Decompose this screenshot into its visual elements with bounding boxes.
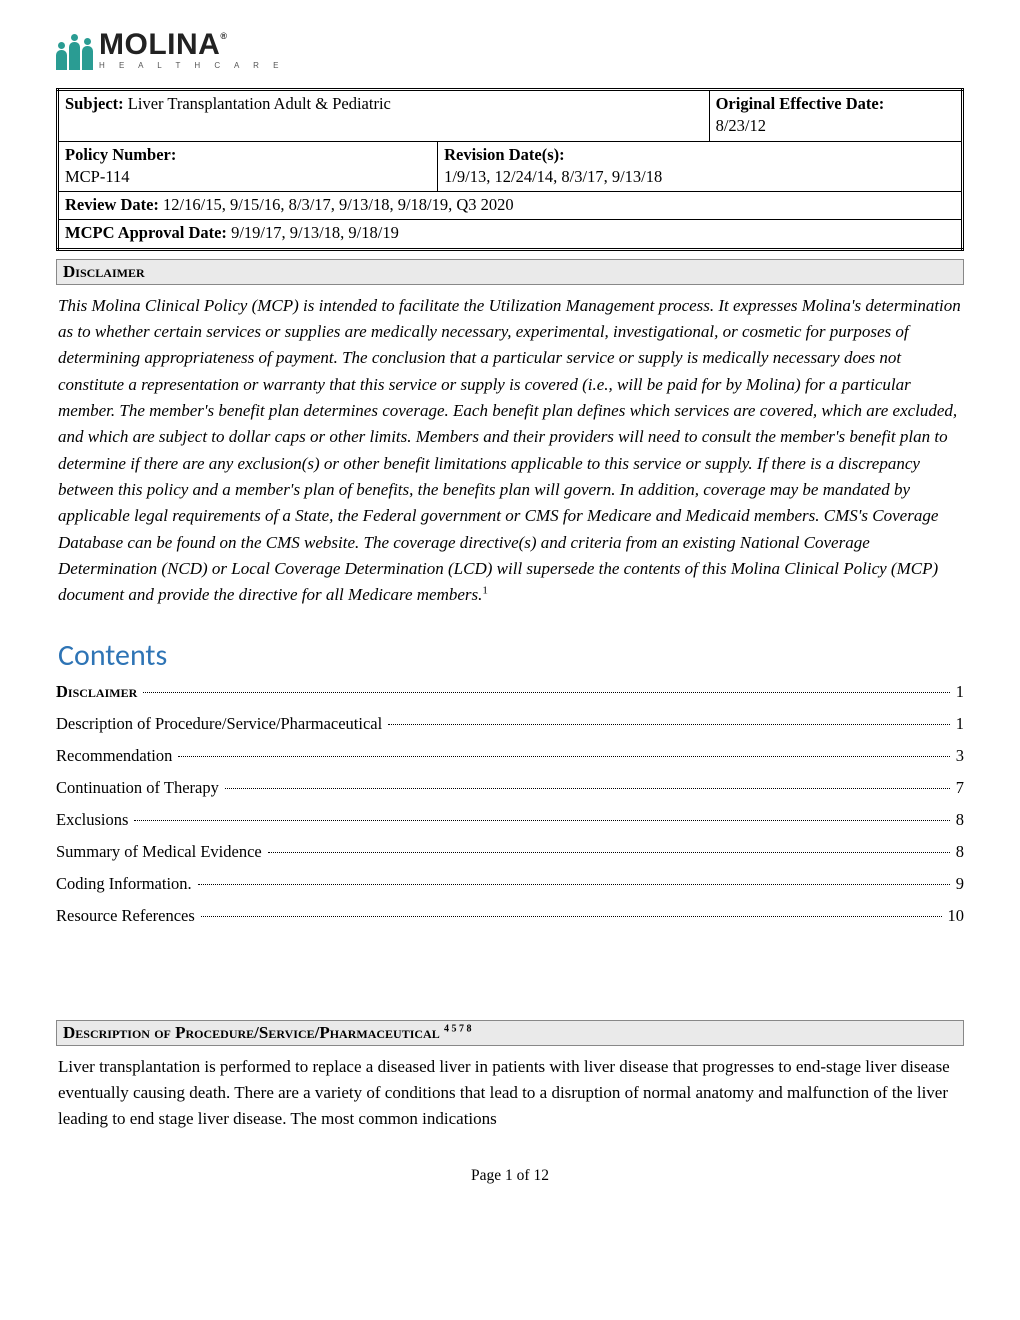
mcpc-label: MCPC Approval Date:: [65, 223, 227, 242]
toc-leader-dots: [178, 756, 949, 757]
toc-label: Recommendation: [56, 746, 172, 766]
description-paragraph: Liver transplantation is performed to re…: [58, 1054, 962, 1133]
toc-label: Resource References: [56, 906, 195, 926]
toc-leader-dots: [225, 788, 950, 789]
review-label: Review Date:: [65, 195, 159, 214]
section-bar-disclaimer: Disclaimer: [56, 259, 964, 285]
toc-label: Coding Information.: [56, 874, 192, 894]
toc-row[interactable]: Summary of Medical Evidence 8: [56, 842, 964, 862]
toc-row[interactable]: Disclaimer 1: [56, 682, 964, 702]
toc-page-number: 9: [956, 874, 964, 894]
toc-row[interactable]: Coding Information. 9: [56, 874, 964, 894]
toc-row[interactable]: Exclusions 8: [56, 810, 964, 830]
disclaimer-sup: 1: [482, 585, 488, 597]
description-title: Description of Procedure/Service/Pharmac…: [63, 1023, 444, 1042]
rev-date-value: 1/9/13, 12/24/14, 8/3/17, 9/13/18: [444, 167, 662, 186]
mcpc-value: 9/19/17, 9/13/18, 9/18/19: [227, 223, 399, 242]
toc-page-number: 7: [956, 778, 964, 798]
logo-wordmark: MOLINA: [99, 28, 220, 61]
molina-logo: MOLINA® H E A L T H C A R E: [56, 20, 964, 70]
disclaimer-title: Disclaimer: [63, 262, 145, 281]
logo-person-2: [69, 42, 80, 70]
toc-leader-dots: [388, 724, 950, 725]
toc-row[interactable]: Description of Procedure/Service/Pharmac…: [56, 714, 964, 734]
toc-label: Continuation of Therapy: [56, 778, 219, 798]
orig-eff-label: Original Effective Date:: [716, 94, 885, 113]
toc-page-number: 8: [956, 810, 964, 830]
spacer: [56, 938, 964, 1014]
toc-page-number: 1: [956, 714, 964, 734]
toc-row[interactable]: Continuation of Therapy 7: [56, 778, 964, 798]
toc-leader-dots: [198, 884, 950, 885]
toc-label: Summary of Medical Evidence: [56, 842, 262, 862]
toc-page-number: 1: [956, 682, 964, 702]
disclaimer-body: This Molina Clinical Policy (MCP) is int…: [58, 296, 961, 605]
table-of-contents: Disclaimer 1 Description of Procedure/Serv…: [56, 682, 964, 926]
review-value: 12/16/15, 9/15/16, 8/3/17, 9/13/18, 9/18…: [159, 195, 514, 214]
logo-people-icon: [56, 28, 93, 70]
page-footer: Page 1 of 12: [56, 1167, 964, 1185]
logo-subtext: H E A L T H C A R E: [99, 62, 284, 70]
toc-leader-dots: [134, 820, 949, 821]
section-bar-description: Description of Procedure/Service/Pharmac…: [56, 1020, 964, 1046]
toc-label: Disclaimer: [56, 682, 137, 702]
logo-text: MOLINA® H E A L T H C A R E: [99, 30, 284, 70]
logo-trademark: ®: [220, 31, 227, 41]
toc-leader-dots: [201, 916, 942, 917]
toc-page-number: 10: [948, 906, 965, 926]
contents-heading: Contents: [58, 637, 964, 674]
toc-row[interactable]: Resource References 10: [56, 906, 964, 926]
subject-value: Liver Transplantation Adult & Pediatric: [124, 94, 391, 113]
toc-page-number: 8: [956, 842, 964, 862]
toc-label: Exclusions: [56, 810, 128, 830]
toc-label: Description of Procedure/Service/Pharmac…: [56, 714, 382, 734]
logo-person-1: [56, 50, 67, 70]
page: MOLINA® H E A L T H C A R E Subject: Liv…: [0, 0, 1020, 1215]
toc-leader-dots: [268, 852, 950, 853]
disclaimer-paragraph: This Molina Clinical Policy (MCP) is int…: [58, 293, 962, 609]
toc-page-number: 3: [956, 746, 964, 766]
rev-date-label: Revision Date(s):: [444, 145, 565, 164]
toc-row[interactable]: Recommendation 3: [56, 746, 964, 766]
toc-leader-dots: [143, 692, 949, 693]
description-body: Liver transplantation is performed to re…: [58, 1057, 950, 1129]
subject-label: Subject:: [65, 94, 124, 113]
description-sup: 4 5 7 8: [444, 1023, 472, 1034]
orig-eff-value: 8/23/12: [716, 116, 766, 135]
policy-header-table: Subject: Liver Transplantation Adult & P…: [56, 88, 964, 251]
policy-num-label: Policy Number:: [65, 145, 176, 164]
policy-num-value: MCP-114: [65, 167, 130, 186]
logo-person-3: [82, 46, 93, 70]
